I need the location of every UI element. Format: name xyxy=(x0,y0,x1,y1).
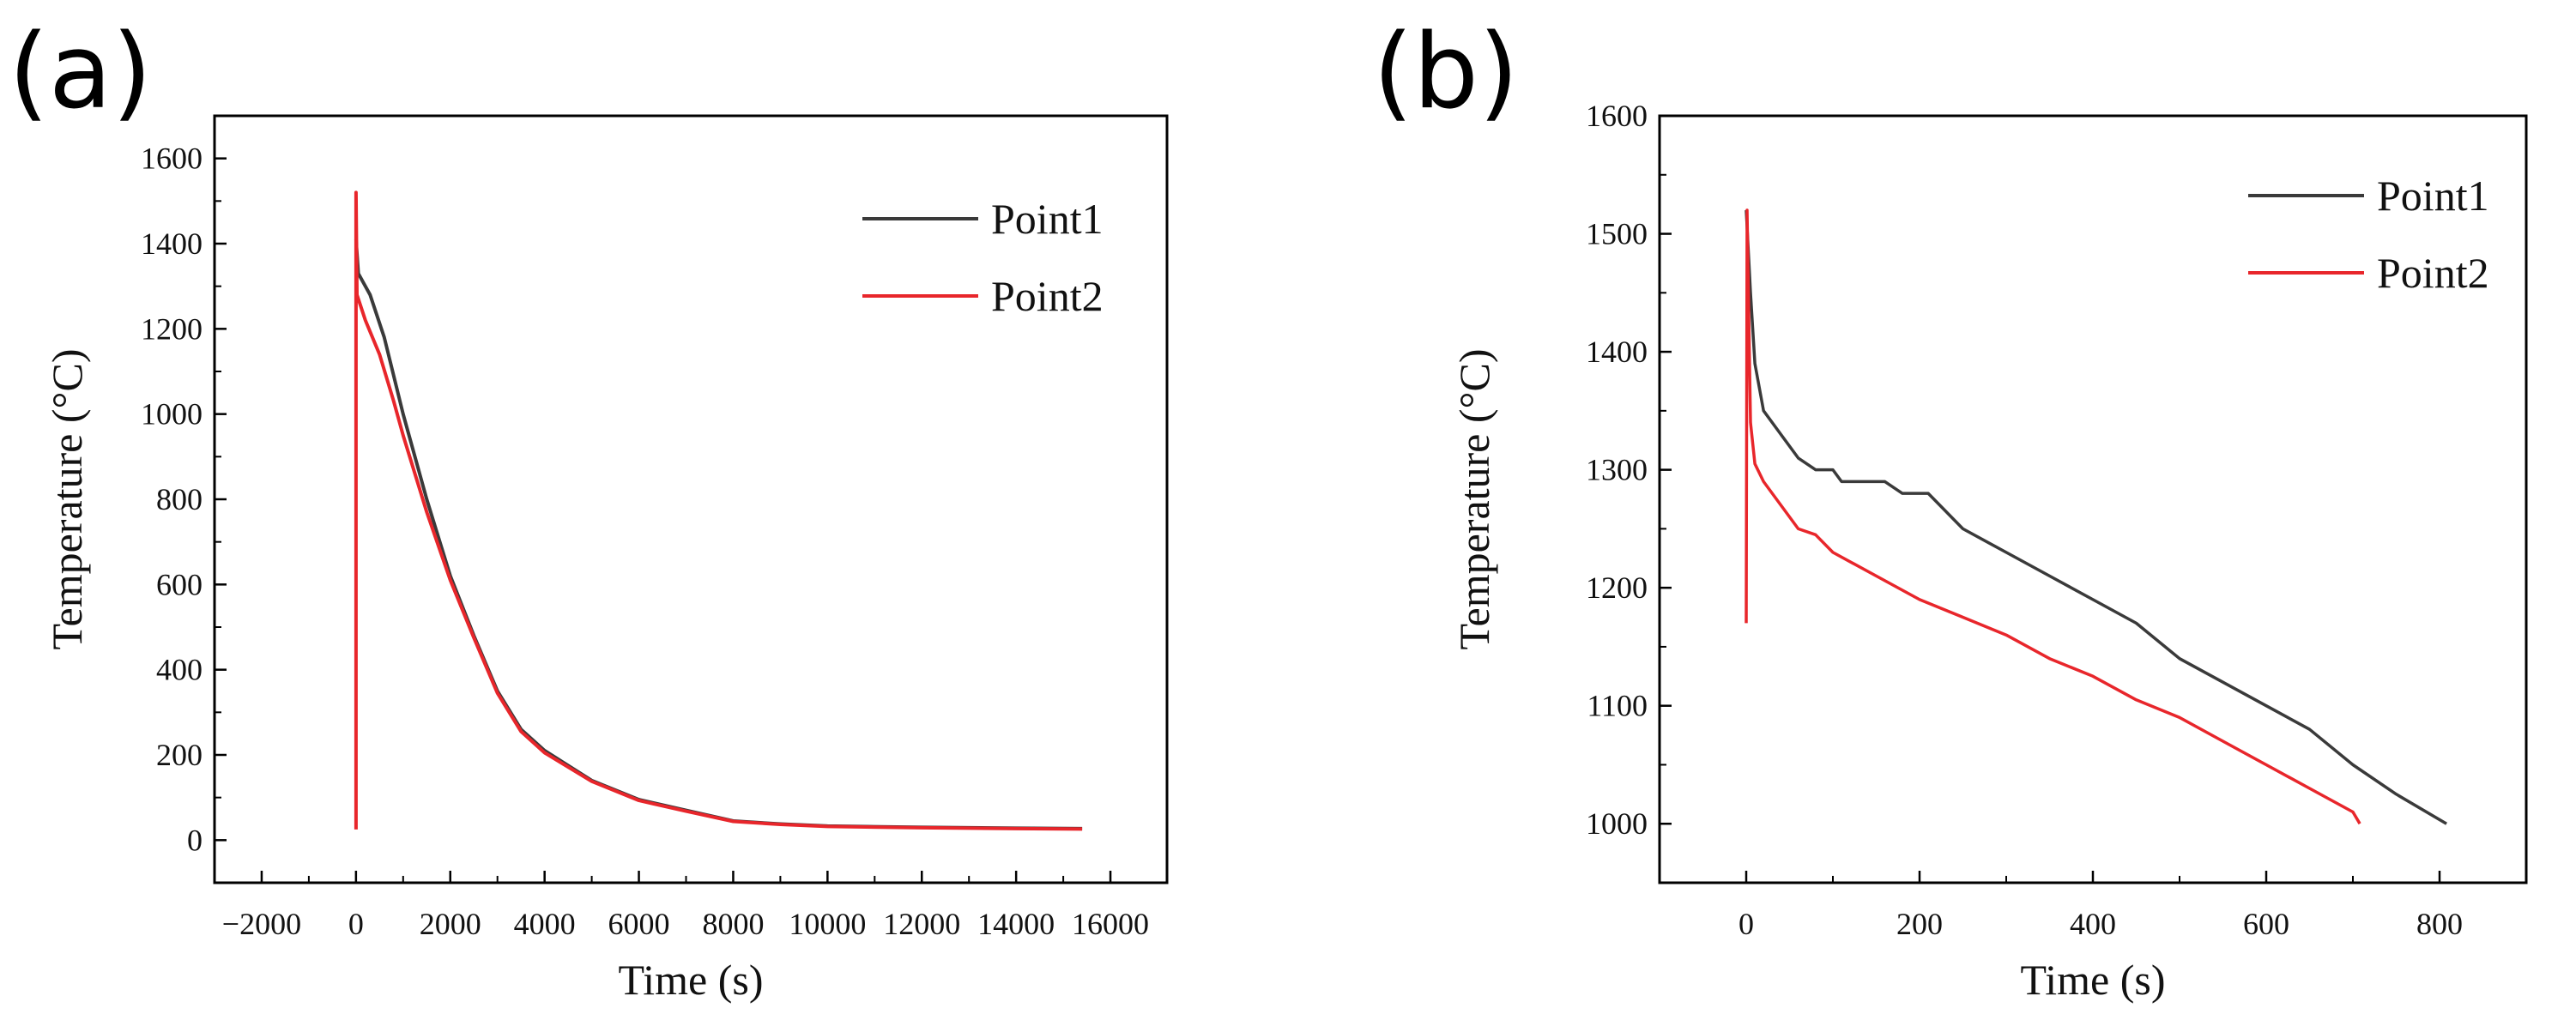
y-tick-label: 1600 xyxy=(141,142,203,176)
x-tick-label: 4000 xyxy=(514,907,576,941)
legend-label-point2: Point2 xyxy=(2377,249,2489,297)
series-line-point2 xyxy=(354,190,1083,831)
legend-label-point1: Point1 xyxy=(2377,172,2489,220)
x-tick-label: 400 xyxy=(2070,907,2116,941)
series-line-point1 xyxy=(354,238,1083,830)
y-tick-label: 1000 xyxy=(141,397,203,432)
x-tick-label: −2000 xyxy=(222,907,301,941)
x-tick-label: 12000 xyxy=(883,907,960,941)
legend-label-point1: Point1 xyxy=(991,195,1104,243)
y-axis-label: Temperature (°C) xyxy=(43,348,91,649)
y-axis-label: Temperature (°C) xyxy=(1450,348,1498,649)
x-tick-label: 16000 xyxy=(1072,907,1149,941)
plot-frame xyxy=(1658,114,2528,884)
x-axis-label: Time (s) xyxy=(2020,956,2165,1004)
panel-label: (a) xyxy=(9,13,152,132)
x-tick-label: 14000 xyxy=(977,907,1055,941)
x-tick-label: 8000 xyxy=(702,907,764,941)
y-tick-label: 1200 xyxy=(1586,570,1648,605)
y-tick-label: 1500 xyxy=(1586,217,1648,251)
series-line-point2 xyxy=(1745,208,2361,825)
legend-label-point2: Point2 xyxy=(991,272,1104,320)
y-tick-label: 1200 xyxy=(141,311,203,346)
y-tick-label: 1100 xyxy=(1587,689,1648,723)
y-tick-label: 800 xyxy=(156,482,203,516)
x-tick-label: 0 xyxy=(1738,907,1754,941)
x-tick-label: 6000 xyxy=(608,907,670,941)
y-tick-label: 1400 xyxy=(1586,335,1648,369)
y-tick-label: 1000 xyxy=(1586,806,1648,841)
chart-panel-a: (a)−2000 0 2000 4000 6000 8000 10000 12000 14000… xyxy=(9,13,1169,1004)
y-tick-label: 1400 xyxy=(141,226,203,261)
x-axis-label: Time (s) xyxy=(618,956,763,1004)
y-tick-label: 0 xyxy=(187,823,203,857)
x-tick-label: 600 xyxy=(2243,907,2289,941)
x-tick-label: 0 xyxy=(348,907,364,941)
series-line-point1 xyxy=(1745,209,2447,825)
x-tick-label: 10000 xyxy=(789,907,866,941)
x-tick-label: 200 xyxy=(1896,907,1943,941)
panel-label: (b) xyxy=(1373,13,1519,132)
x-tick-label: 2000 xyxy=(420,907,481,941)
chart-panel-b: (b) 0 200 400 600 800 1000 1100 1200 1300 1400 1500… xyxy=(1373,13,2528,1004)
y-tick-label: 1300 xyxy=(1586,453,1648,487)
x-tick-label: 800 xyxy=(2416,907,2463,941)
y-tick-label: 1600 xyxy=(1586,99,1648,133)
y-tick-label: 200 xyxy=(156,738,203,772)
y-tick-label: 600 xyxy=(156,567,203,601)
y-tick-label: 400 xyxy=(156,653,203,687)
